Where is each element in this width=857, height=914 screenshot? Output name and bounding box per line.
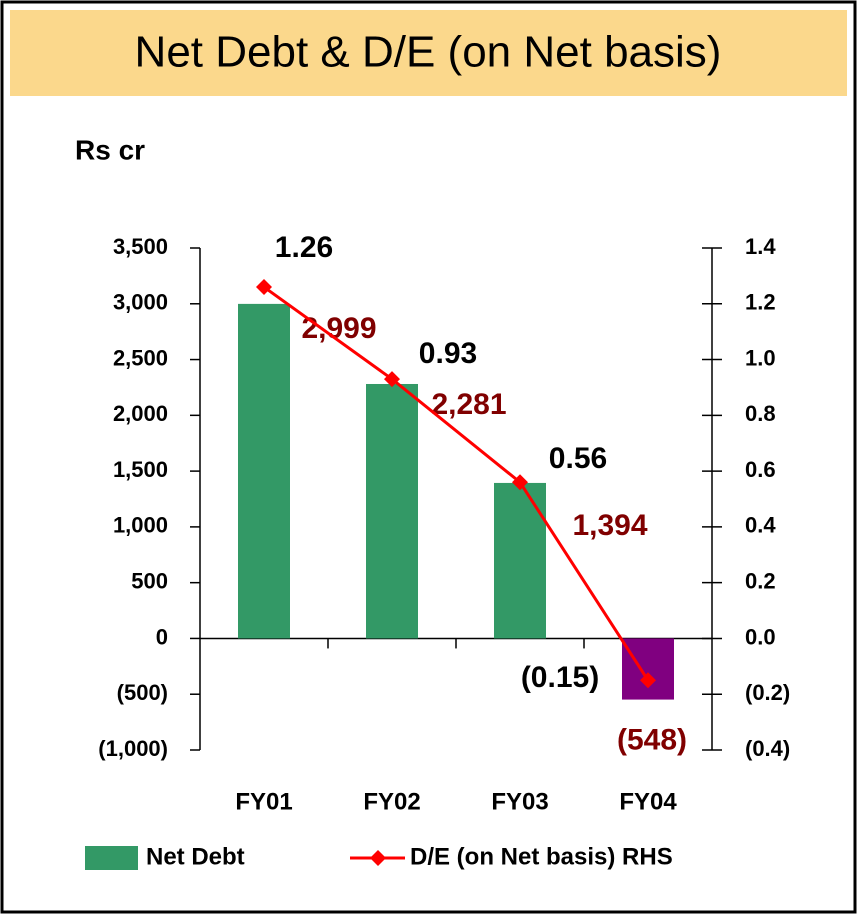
line-value-label: 1.26 (275, 231, 333, 264)
y2-tick-label: 0.4 (745, 513, 776, 538)
chart-title: Net Debt & D/E (on Net basis) (135, 28, 722, 77)
line-marker (512, 474, 528, 491)
line-value-label: (0.15) (521, 661, 599, 694)
y2-tick-label: 0.0 (745, 624, 776, 649)
y2-tick-label: 1.4 (745, 234, 776, 259)
line (263, 285, 650, 682)
title-banner (10, 10, 847, 96)
legend-marker (370, 850, 386, 866)
legend-label: D/E (on Net basis) RHS (410, 843, 673, 870)
line-marker (256, 279, 272, 296)
legend-swatch (85, 846, 138, 870)
bar-value-label: 2,281 (431, 388, 506, 421)
y-tick-label: 0 (156, 624, 168, 649)
y-tick-label: 2,000 (113, 401, 168, 426)
y-tick-label: (500) (117, 680, 168, 705)
line-marker (384, 371, 400, 388)
y-axis-label: Rs cr (75, 134, 145, 165)
y2-tick-label: 1.2 (745, 290, 776, 315)
y2-tick-label: (0.2) (745, 680, 790, 705)
bar (494, 482, 546, 639)
x-tick-label: FY04 (619, 788, 677, 815)
bar (622, 638, 674, 700)
y-tick-label: 2,500 (113, 345, 168, 370)
y-tick-label: 500 (131, 568, 168, 593)
line-value-label: 0.56 (549, 442, 607, 475)
x-tick-label: FY03 (491, 788, 548, 815)
x-tick-label: FY01 (235, 788, 292, 815)
bar (366, 383, 418, 639)
y-tick-label: 1,000 (113, 513, 168, 538)
y-tick-label: (1,000) (98, 736, 168, 761)
bar-value-label: 1,394 (572, 509, 647, 542)
bar (238, 303, 290, 639)
y-tick-label: 3,500 (113, 234, 168, 259)
line-value-label: 0.93 (419, 337, 477, 370)
legend-label: Net Debt (146, 843, 245, 870)
y2-tick-label: 0.8 (745, 401, 776, 426)
y-tick-label: 3,000 (113, 290, 168, 315)
bar-value-label: (548) (617, 723, 687, 756)
y2-tick-label: 0.2 (745, 568, 776, 593)
y-tick-label: 1,500 (113, 457, 168, 482)
y2-tick-label: 0.6 (745, 457, 776, 482)
line-marker (640, 672, 656, 689)
y2-tick-label: (0.4) (745, 736, 790, 761)
x-tick-label: FY02 (363, 788, 420, 815)
y2-tick-label: 1.0 (745, 345, 776, 370)
